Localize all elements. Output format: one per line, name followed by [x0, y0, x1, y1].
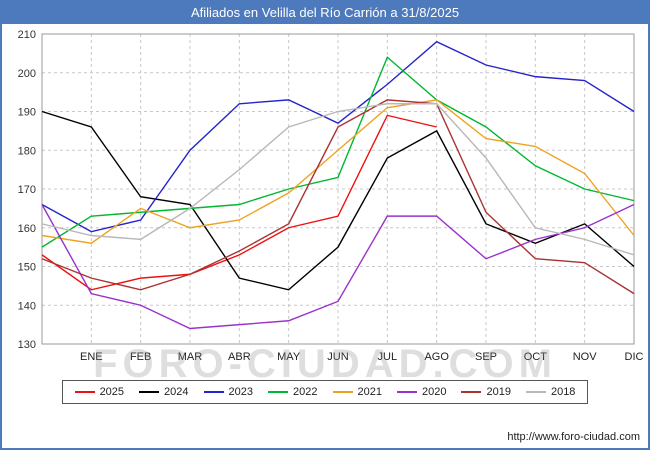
- series-line-2018: [41, 103, 635, 256]
- legend-label-2022: 2022: [293, 386, 318, 398]
- x-tick-label: FEB: [130, 351, 151, 363]
- legend-label-2020: 2020: [421, 386, 447, 398]
- legend-item-2018: 2018: [525, 386, 576, 398]
- y-tick-label: 140: [18, 300, 36, 312]
- series-line-2024: [41, 110, 635, 291]
- y-tick-label: 210: [18, 29, 36, 41]
- y-tick-label: 200: [18, 68, 36, 80]
- x-tick-label: MAY: [277, 351, 301, 363]
- legend-item-2020: 2020: [396, 386, 447, 398]
- legend: 2025 2024 2023 2022 2021 2020 2019 2018: [61, 380, 589, 404]
- footer-link[interactable]: http://www.foro-ciudad.com: [507, 431, 640, 443]
- x-tick-label: AGO: [424, 351, 449, 363]
- plot-border: [41, 33, 635, 345]
- series-line-2021: [41, 99, 635, 244]
- legend-swatch-2018: [525, 391, 546, 393]
- legend-item-2021: 2021: [332, 386, 382, 398]
- series-line-2023: [41, 40, 635, 233]
- series-line-2019: [41, 99, 635, 295]
- legend-swatch-2019: [461, 391, 482, 393]
- legend-item-2023: 2023: [203, 386, 254, 398]
- x-tick-label: JUN: [327, 351, 348, 363]
- x-tick-label: ABR: [228, 351, 251, 363]
- legend-swatch-2024: [139, 391, 160, 393]
- x-tick-label: MAR: [178, 351, 203, 363]
- legend-swatch-2025: [74, 391, 95, 393]
- series-line-2022: [41, 56, 635, 248]
- x-tick-label: DIC: [625, 351, 644, 363]
- x-tick-label: JUL: [378, 351, 398, 363]
- series-line-2025: [41, 114, 437, 291]
- legend-item-2024: 2024: [139, 386, 189, 398]
- legend-swatch-2020: [396, 391, 417, 393]
- legend-label-2019: 2019: [486, 386, 511, 398]
- chart-canvas: 130 140 150 160 170 180 190 200 210 ENE FEB MAR ABR M…: [18, 29, 644, 363]
- y-tick-label: 130: [18, 339, 36, 351]
- legend-label-2021: 2021: [357, 386, 382, 398]
- chart-title: Afiliados en Velilla del Río Carrión a 3…: [2, 2, 648, 24]
- y-tick-label: 150: [18, 262, 36, 274]
- legend-item-2019: 2019: [461, 386, 511, 398]
- legend-row: 2025 2024 2023 2022 2021 2020 2019 2018: [2, 380, 648, 404]
- x-tick-label: ENE: [80, 351, 103, 363]
- y-tick-label: 160: [18, 223, 36, 235]
- x-tick-label: SEP: [475, 351, 497, 363]
- legend-label-2024: 2024: [164, 386, 189, 398]
- legend-swatch-2022: [268, 391, 289, 393]
- x-tick-label: OCT: [524, 351, 548, 363]
- legend-label-2018: 2018: [550, 386, 576, 398]
- y-tick-label: 180: [18, 145, 36, 157]
- legend-item-2022: 2022: [268, 386, 318, 398]
- y-tick-label: 190: [18, 107, 36, 119]
- legend-swatch-2021: [332, 391, 353, 393]
- legend-item-2025: 2025: [74, 386, 125, 398]
- legend-swatch-2023: [203, 391, 224, 393]
- legend-label-2023: 2023: [228, 386, 254, 398]
- y-tick-label: 170: [18, 184, 36, 196]
- series-line-2020: [41, 203, 635, 330]
- x-tick-label: NOV: [573, 351, 598, 363]
- chart-area: 130 140 150 160 170 180 190 200 210 ENE FEB MAR ABR M…: [2, 24, 648, 386]
- legend-label-2025: 2025: [99, 386, 125, 398]
